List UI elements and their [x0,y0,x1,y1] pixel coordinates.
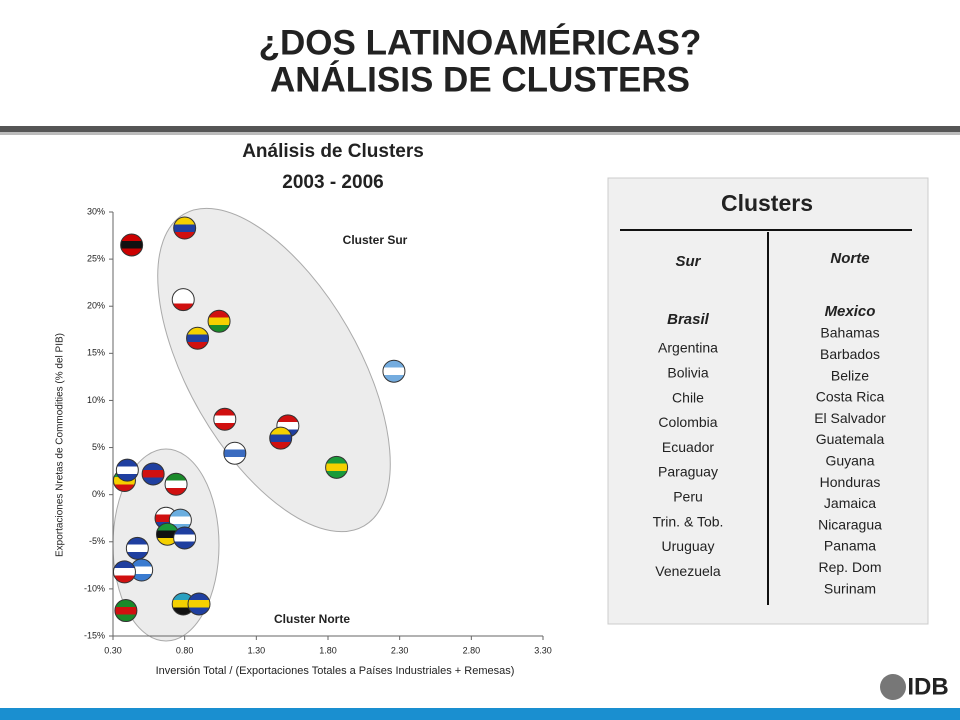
country: Nicaragua [818,516,882,532]
panel-title: Clusters [721,190,813,216]
country: Surinam [824,580,876,596]
x-axis-label: Inversión Total / (Exportaciones Totales… [156,665,515,677]
slide-title: ¿DOS LATINOAMÉRICAS? [259,22,702,62]
country: Jamaica [824,495,876,511]
logo: IDB [907,673,948,700]
flag-point [173,216,197,240]
country: Peru [673,489,703,505]
column-heading: Sur [675,253,701,270]
country: Colombia [658,414,717,430]
country: Argentina [658,340,718,356]
cluster-label: Cluster Norte [274,612,350,626]
country: Paraguay [658,464,718,480]
x-tick-label: 0.80 [176,645,194,655]
plot: 30% 25% 20% 15% 10% 5% 0% -5% -10% -15% 0.30 0.80 1.… [84,206,552,655]
flag-point [164,472,188,496]
flag-point [207,309,231,333]
y-tick-label: 15% [87,348,105,358]
x-tick-label: 0.30 [104,645,122,655]
cluster-sur-ellipse [157,207,391,533]
flag-point [213,407,237,431]
slide-title: ANÁLISIS DE CLUSTERS [270,59,690,99]
country: Honduras [820,474,881,490]
flag-point [120,233,144,257]
country: Venezuela [655,563,721,579]
x-tick-label: 1.30 [248,645,266,655]
flag-point [173,526,197,550]
y-tick-label: -10% [84,583,105,593]
chart-subtitle: 2003 - 2006 [282,172,383,193]
footer-bar [0,708,960,720]
y-tick-label: 20% [87,301,105,311]
y-tick-label: 30% [87,206,105,216]
flag-point [269,426,293,450]
country: Chile [672,389,704,405]
flag-point [125,536,149,560]
country: Belize [831,367,869,383]
country: Trin. & Tob. [653,513,724,529]
flag-point [112,560,136,584]
column-lead: Brasil [667,311,710,328]
country: Guatemala [816,431,885,447]
flag-point [382,359,406,383]
chart-title: Análisis de Clusters [242,141,424,162]
column-lead: Mexico [825,303,876,320]
y-tick-label: 0% [92,489,105,499]
header-rule-shadow [0,132,960,135]
x-tick-label: 3.30 [534,645,552,655]
flag-point [187,592,211,616]
flag-point [114,599,138,623]
y-axis-label: Exportaciones Nretas de Commodities (% d… [55,333,66,557]
y-tick-label: -15% [84,630,105,640]
x-tick-label: 1.80 [319,645,337,655]
y-tick-label: 5% [92,442,105,452]
country: Bolivia [667,365,708,381]
logo-globe [880,674,906,700]
cluster-label: Cluster Sur [343,233,408,247]
country: Uruguay [662,538,715,554]
flag-point [186,326,210,350]
flag-point [223,441,247,465]
y-tick-label: 25% [87,253,105,263]
column-heading: Norte [830,250,869,267]
y-tick-label: 10% [87,395,105,405]
x-tick-label: 2.80 [463,645,481,655]
country: Bahamas [820,325,879,341]
flag-point [115,458,139,482]
y-tick-label: -5% [89,536,105,546]
country: Rep. Dom [818,559,881,575]
x-tick-label: 2.30 [391,645,409,655]
flag-point [141,462,165,486]
country: El Salvador [814,410,886,426]
flag-point [325,455,349,479]
flag-point [171,288,195,312]
country: Guyana [825,453,874,469]
country: Panama [824,538,876,554]
header-rule [0,126,960,132]
country: Barbados [820,346,880,362]
country: Costa Rica [816,389,885,405]
country: Ecuador [662,439,714,455]
